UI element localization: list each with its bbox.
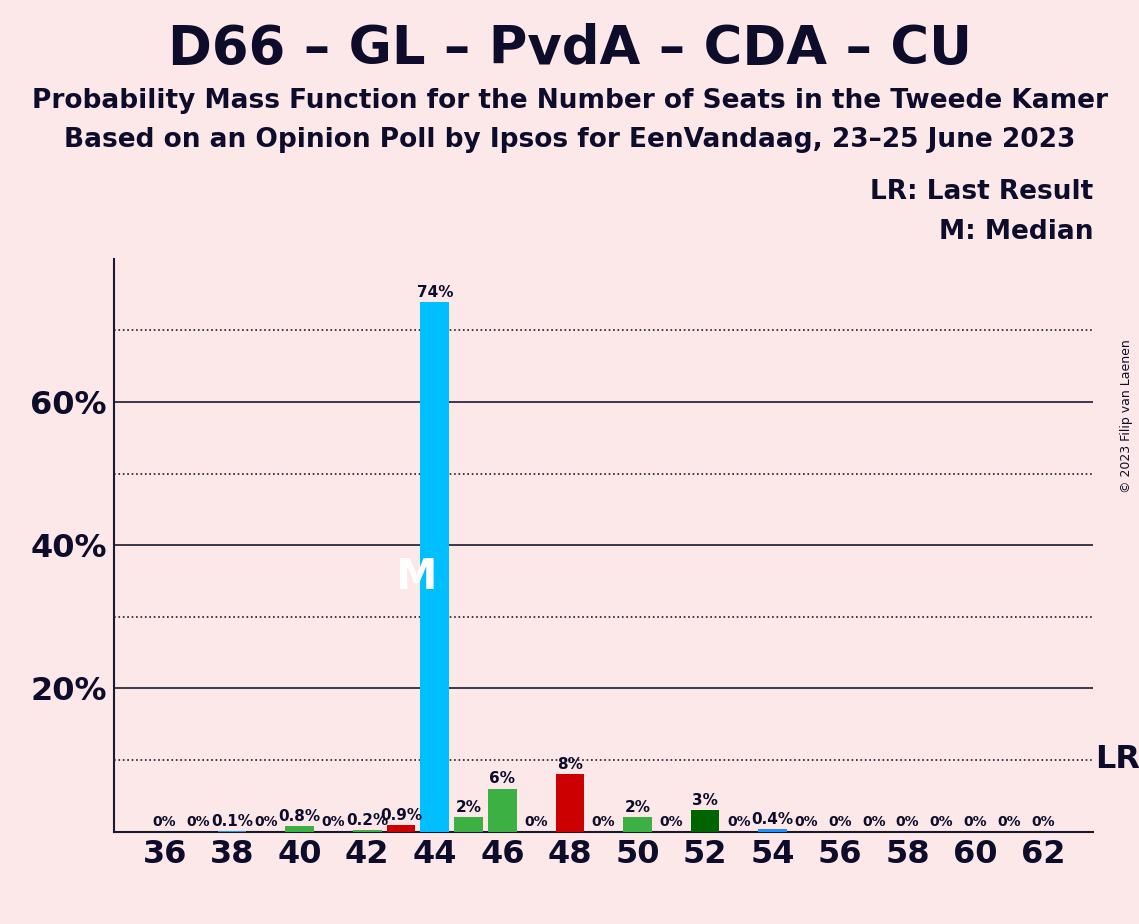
Bar (623, 817, 652, 832)
Text: 3%: 3% (693, 793, 718, 808)
Text: 0.4%: 0.4% (752, 811, 794, 827)
Text: Based on an Opinion Poll by Ipsos for EenVandaag, 23–25 June 2023: Based on an Opinion Poll by Ipsos for Ee… (64, 127, 1075, 152)
Bar (286, 826, 314, 832)
Bar (420, 301, 449, 832)
Text: D66 – GL – PvdA – CDA – CU: D66 – GL – PvdA – CDA – CU (167, 23, 972, 75)
Bar (454, 817, 483, 832)
Text: 2%: 2% (456, 800, 482, 815)
Text: 0%: 0% (862, 816, 886, 830)
Text: 2%: 2% (624, 800, 650, 815)
Text: 0%: 0% (524, 816, 548, 830)
Bar (690, 810, 720, 832)
Bar (353, 830, 382, 832)
Text: 8%: 8% (557, 757, 583, 772)
Text: 6%: 6% (490, 772, 515, 786)
Text: 0.8%: 0.8% (279, 808, 321, 823)
Text: 0%: 0% (929, 816, 953, 830)
Text: LR: LR (1096, 745, 1139, 775)
Text: 0.2%: 0.2% (346, 813, 388, 828)
Text: 0%: 0% (964, 816, 988, 830)
Bar (487, 788, 517, 832)
Text: M: Median: M: Median (939, 219, 1093, 245)
Text: 0%: 0% (795, 816, 818, 830)
Text: 74%: 74% (417, 285, 453, 299)
Bar (759, 829, 787, 832)
Text: 0%: 0% (187, 816, 211, 830)
Text: © 2023 Filip van Laenen: © 2023 Filip van Laenen (1121, 339, 1133, 492)
Text: Probability Mass Function for the Number of Seats in the Tweede Kamer: Probability Mass Function for the Number… (32, 88, 1107, 114)
Text: 0%: 0% (997, 816, 1021, 830)
Text: 0%: 0% (592, 816, 615, 830)
Text: 0%: 0% (659, 816, 683, 830)
Text: 0%: 0% (153, 816, 177, 830)
Text: 0.9%: 0.9% (380, 808, 423, 823)
Text: M: M (395, 556, 437, 598)
Text: LR: Last Result: LR: Last Result (870, 178, 1093, 204)
Bar (556, 774, 584, 832)
Text: 0%: 0% (254, 816, 278, 830)
Text: 0.1%: 0.1% (211, 814, 253, 829)
Text: 0%: 0% (828, 816, 852, 830)
Text: 0%: 0% (727, 816, 751, 830)
Text: 0%: 0% (321, 816, 345, 830)
Text: 0%: 0% (1031, 816, 1055, 830)
Text: 0%: 0% (896, 816, 919, 830)
Bar (386, 825, 416, 832)
